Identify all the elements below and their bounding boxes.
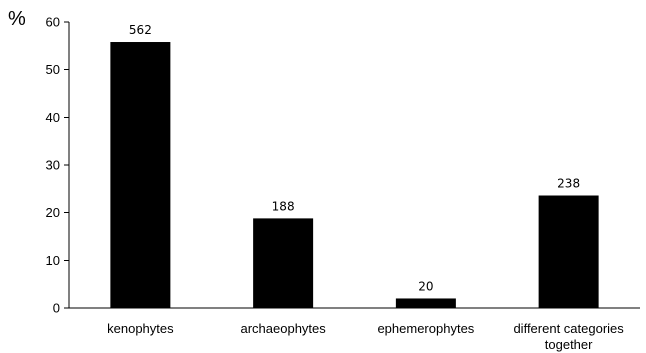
x-axis-labels: kenophytes archaeophytes ephemerophytes dif… bbox=[107, 321, 624, 352]
data-labels: 562 188 20 238 bbox=[129, 23, 580, 293]
bar bbox=[110, 42, 171, 309]
y-axis-unit-label: % bbox=[8, 8, 26, 30]
bar-value-label: 188 bbox=[272, 199, 295, 213]
y-tick-label: 0 bbox=[53, 301, 60, 316]
bar bbox=[395, 298, 456, 308]
bar-value-label: 20 bbox=[418, 279, 433, 293]
bar-value-label: 238 bbox=[557, 177, 580, 191]
category-label: ephemerophytes bbox=[377, 321, 474, 336]
category-label: kenophytes bbox=[107, 321, 174, 336]
y-tick-label: 40 bbox=[46, 110, 60, 125]
bars bbox=[110, 42, 599, 309]
bar bbox=[538, 195, 599, 308]
y-tick-label: 50 bbox=[46, 62, 60, 77]
bar-value-label: 562 bbox=[129, 23, 152, 37]
category-label: different categories bbox=[513, 321, 624, 336]
y-tick-label: 60 bbox=[46, 15, 60, 30]
y-tick-label: 10 bbox=[46, 253, 60, 268]
y-axis-ticks: 0 10 20 30 40 50 60 bbox=[46, 15, 69, 316]
y-tick-label: 30 bbox=[46, 158, 60, 173]
bar bbox=[253, 218, 314, 308]
category-label: together bbox=[545, 337, 593, 352]
y-tick-label: 20 bbox=[46, 205, 60, 220]
category-label: archaeophytes bbox=[240, 321, 326, 336]
